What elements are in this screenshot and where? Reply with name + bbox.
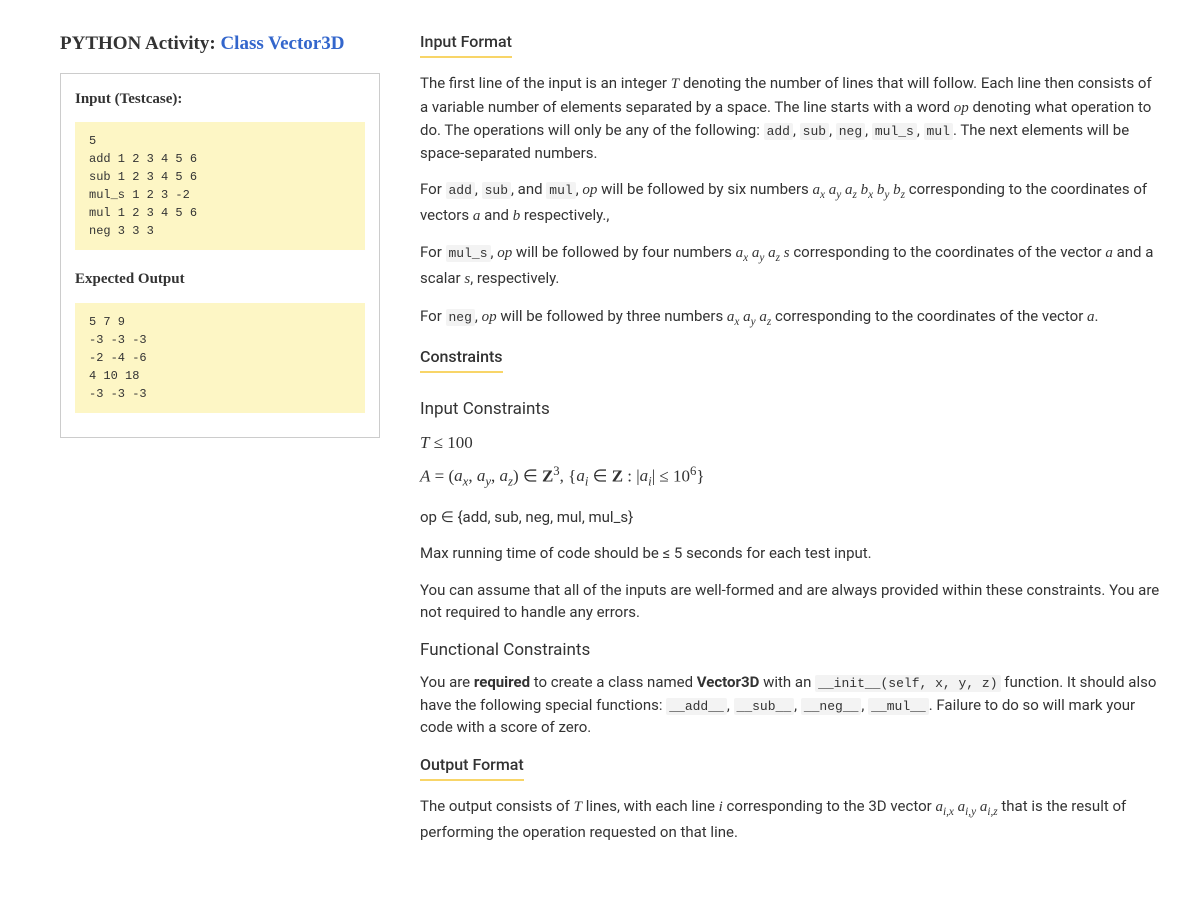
var-op3: op bbox=[497, 245, 512, 261]
text: , and bbox=[511, 180, 546, 198]
op-muls: mul_s bbox=[872, 123, 917, 140]
op-add2: add bbox=[446, 182, 475, 199]
text: For bbox=[420, 307, 446, 325]
input-format-heading: Input Format bbox=[420, 30, 512, 58]
text: , bbox=[475, 307, 482, 325]
text: respectively., bbox=[520, 206, 609, 224]
functional-constraints-heading: Functional Constraints bbox=[420, 638, 1160, 664]
init-fn: __init__(self, x, y, z) bbox=[815, 675, 1000, 692]
sub-fn: __sub__ bbox=[734, 698, 795, 715]
mul-fn: __mul__ bbox=[868, 698, 929, 715]
input-constraints-heading: Input Constraints bbox=[420, 397, 1160, 423]
left-column: PYTHON Activity: Class Vector3D Input (T… bbox=[60, 30, 380, 857]
input-format-p3: For mul_s, op will be followed by four n… bbox=[420, 241, 1160, 290]
title-link[interactable]: Class Vector3D bbox=[220, 33, 344, 54]
output-code-block: 5 7 9 -3 -3 -3 -2 -4 -6 4 10 18 -3 -3 -3 bbox=[75, 303, 365, 413]
required-word: required bbox=[474, 673, 530, 691]
op-muls2: mul_s bbox=[446, 245, 491, 262]
vars-as: ax ay az s bbox=[736, 245, 790, 261]
input-format-p1: The first line of the input is an intege… bbox=[420, 72, 1160, 164]
text: corresponding to the 3D vector bbox=[723, 797, 936, 815]
page-title: PYTHON Activity: Class Vector3D bbox=[60, 30, 380, 59]
op-sub: sub bbox=[800, 123, 829, 140]
add-fn: __add__ bbox=[666, 698, 727, 715]
input-format-p4: For neg, op will be followed by three nu… bbox=[420, 305, 1160, 331]
output-format-p: The output consists of T lines, with eac… bbox=[420, 795, 1160, 843]
var-a3: a bbox=[1087, 309, 1095, 325]
vars-a3: ax ay az bbox=[727, 309, 771, 325]
right-column: Input Format The first line of the input… bbox=[420, 30, 1160, 857]
input-code-block: 5 add 1 2 3 4 5 6 sub 1 2 3 4 5 6 mul_s … bbox=[75, 122, 365, 250]
constraints-heading: Constraints bbox=[420, 345, 503, 373]
var-T3: T bbox=[574, 799, 582, 815]
op-mul: mul bbox=[924, 123, 953, 140]
text: to create a class named bbox=[530, 673, 697, 691]
text: corresponding to the coordinates of the … bbox=[790, 243, 1106, 261]
neg-fn: __neg__ bbox=[801, 698, 862, 715]
output-heading: Expected Output bbox=[75, 268, 365, 291]
text: with an bbox=[759, 673, 815, 691]
runtime-line: Max running time of code should be ≤ 5 s… bbox=[420, 542, 1160, 565]
text: will be followed by three numbers bbox=[497, 307, 727, 325]
op-set-line: op ∈ {add, sub, neg, mul, mul_s} bbox=[420, 506, 1160, 529]
functional-constraints-p: You are required to create a class named… bbox=[420, 671, 1160, 739]
text: ≤ 100 bbox=[429, 433, 472, 452]
var-op: op bbox=[954, 100, 969, 116]
text: . bbox=[1095, 307, 1099, 325]
text: You are bbox=[420, 673, 474, 691]
text: will be followed by six numbers bbox=[597, 180, 812, 198]
var-op2: op bbox=[582, 182, 597, 198]
title-prefix: PYTHON Activity: bbox=[60, 33, 220, 54]
op-add: add bbox=[764, 123, 793, 140]
text: corresponding to the coordinates of the … bbox=[771, 307, 1087, 325]
constraint-line-2: A = (ax, ay, az) ∈ Z3, {ai ∈ Z : |ai| ≤ … bbox=[420, 462, 1160, 492]
constraint-line-1: T ≤ 100 bbox=[420, 430, 1160, 456]
text: and bbox=[480, 206, 512, 224]
page-root: PYTHON Activity: Class Vector3D Input (T… bbox=[0, 0, 1200, 897]
op-neg: neg bbox=[836, 123, 865, 140]
text: The output consists of bbox=[420, 797, 574, 815]
text: , respectively. bbox=[470, 269, 559, 287]
var-op4: op bbox=[482, 309, 497, 325]
output-format-heading: Output Format bbox=[420, 753, 524, 781]
text: The first line of the input is an intege… bbox=[420, 74, 671, 92]
vars-ab: ax ay az bx by bz bbox=[813, 182, 906, 198]
text: will be followed by four numbers bbox=[512, 243, 735, 261]
text: For bbox=[420, 243, 446, 261]
op-sub2: sub bbox=[482, 182, 511, 199]
var-a2: a bbox=[1105, 245, 1113, 261]
vars-out: ai,x ai,y ai,z bbox=[935, 799, 997, 815]
op-neg2: neg bbox=[446, 309, 475, 326]
input-format-p2: For add, sub, and mul, op will be follow… bbox=[420, 178, 1160, 227]
op-mul2: mul bbox=[546, 182, 575, 199]
text: lines, with each line bbox=[582, 797, 719, 815]
input-heading: Input (Testcase): bbox=[75, 88, 365, 111]
testcase-panel: Input (Testcase): 5 add 1 2 3 4 5 6 sub … bbox=[60, 73, 380, 438]
assume-line: You can assume that all of the inputs ar… bbox=[420, 579, 1160, 624]
class-name: Vector3D bbox=[697, 673, 760, 691]
text: For bbox=[420, 180, 446, 198]
var-T: T bbox=[671, 76, 679, 92]
